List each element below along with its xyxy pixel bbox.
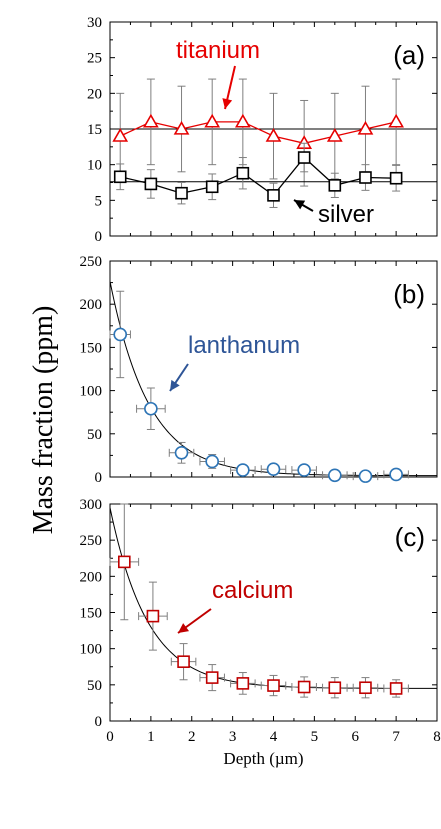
data-point-lanthanum <box>389 467 403 482</box>
y-tick-label: 50 <box>87 678 102 694</box>
y-tick-label: 300 <box>80 497 103 513</box>
data-point-silver <box>359 171 372 184</box>
y-tick-label: 5 <box>95 193 103 209</box>
y-tick-label: 10 <box>87 158 102 174</box>
data-point-silver <box>205 180 219 194</box>
data-point-calcium <box>389 682 403 695</box>
data-point-lanthanum <box>328 468 342 483</box>
series-titanium <box>110 78 437 187</box>
data-point-titanium <box>142 113 159 128</box>
x-tick-label: 1 <box>147 729 155 745</box>
data-point-titanium <box>265 128 282 142</box>
panel-label: (b) <box>393 279 425 309</box>
data-point-lanthanum <box>236 463 250 477</box>
panel-2: 0 50 100 150 200 250 300 0 1 2 3 4 5 6 7 8 Depth (µm) (c)… <box>80 497 441 768</box>
series-line-titanium <box>119 121 397 144</box>
panel-label: (c) <box>395 522 425 552</box>
x-axis-title: Depth (µm) <box>223 749 303 768</box>
data-point-lanthanum <box>174 446 189 460</box>
y-tick-label: 30 <box>87 15 102 31</box>
data-point-titanium <box>204 113 221 128</box>
series-calcium <box>109 503 409 699</box>
series-line-silver <box>120 156 397 197</box>
panel-label: (a) <box>393 40 425 70</box>
data-point-lanthanum <box>144 401 158 416</box>
data-point-calcium <box>177 655 190 668</box>
data-point-lanthanum <box>358 469 373 483</box>
data-point-calcium <box>236 677 250 690</box>
x-tick-label: 5 <box>311 729 319 745</box>
arrowhead <box>222 98 233 109</box>
y-tick-label: 20 <box>87 86 102 102</box>
x-tick-label: 0 <box>106 729 114 745</box>
panels: 051015202530(a)titaniumsilver05010015020… <box>80 15 441 768</box>
data-point-calcium <box>297 680 311 694</box>
data-point-silver <box>175 186 188 200</box>
arrowhead <box>170 379 180 391</box>
data-point-titanium <box>326 128 343 142</box>
y-tick-label: 200 <box>80 569 103 585</box>
y-tick-label: 150 <box>80 606 103 622</box>
data-point-lanthanum <box>297 463 311 477</box>
x-tick-label: 8 <box>433 729 441 745</box>
data-point-lanthanum <box>266 462 281 477</box>
data-point-calcium <box>118 555 131 569</box>
data-point-calcium <box>359 681 372 695</box>
annotation-lanthanum: lanthanum <box>188 332 300 359</box>
plot-frame <box>109 260 438 478</box>
data-point-silver <box>297 151 311 164</box>
y-tick-label: 250 <box>80 254 103 270</box>
shared-y-axis-label: Mass fraction (ppm) <box>28 306 59 535</box>
data-point-titanium <box>234 113 251 128</box>
panel-0: 0 5 10 15 20 25 30 (a) titanium silver <box>87 15 438 245</box>
y-tick-label: 0 <box>95 229 103 245</box>
data-point-silver <box>389 171 403 185</box>
x-tick-label: 4 <box>270 729 278 745</box>
fit-curve <box>109 281 437 477</box>
y-tick-label: 200 <box>80 297 103 313</box>
y-tick-label: 0 <box>95 470 103 486</box>
x-tick-label: 7 <box>392 729 400 745</box>
series-lanthanum <box>109 290 409 483</box>
data-point-calcium <box>328 681 342 695</box>
annotation-silver: silver <box>318 201 374 228</box>
y-tick-label: 100 <box>80 642 103 658</box>
data-point-titanium <box>173 120 190 135</box>
series-silver <box>110 142 437 208</box>
data-point-lanthanum <box>113 327 128 342</box>
data-point-titanium <box>388 113 405 128</box>
annotation-calcium: calcium <box>212 577 293 604</box>
x-tick-label: 3 <box>229 729 237 745</box>
data-point-titanium <box>357 120 374 135</box>
data-point-silver <box>328 179 342 192</box>
data-point-silver <box>144 177 158 191</box>
arrowhead <box>294 200 306 210</box>
y-tick-label: 100 <box>80 384 103 400</box>
y-tick-label: 15 <box>87 122 102 138</box>
arrowhead <box>178 623 190 633</box>
y-tick-label: 250 <box>80 533 103 549</box>
data-point-silver <box>113 170 127 184</box>
data-point-calcium <box>267 679 280 692</box>
data-point-silver <box>236 166 250 180</box>
y-tick-label: 25 <box>87 51 102 67</box>
annotation-titanium: titanium <box>176 37 260 64</box>
data-point-titanium <box>112 128 129 142</box>
panel-1: 0 50 100 150 200 250 (b) lanthanum <box>80 254 438 486</box>
data-point-calcium <box>146 609 160 623</box>
x-tick-label: 6 <box>352 729 360 745</box>
data-point-lanthanum <box>205 454 219 469</box>
data-point-calcium <box>205 671 219 684</box>
x-tick-label: 2 <box>188 729 196 745</box>
y-tick-label: 50 <box>87 427 102 443</box>
y-tick-label: 0 <box>95 714 103 730</box>
y-tick-label: 150 <box>80 340 103 356</box>
data-point-silver <box>267 189 280 202</box>
